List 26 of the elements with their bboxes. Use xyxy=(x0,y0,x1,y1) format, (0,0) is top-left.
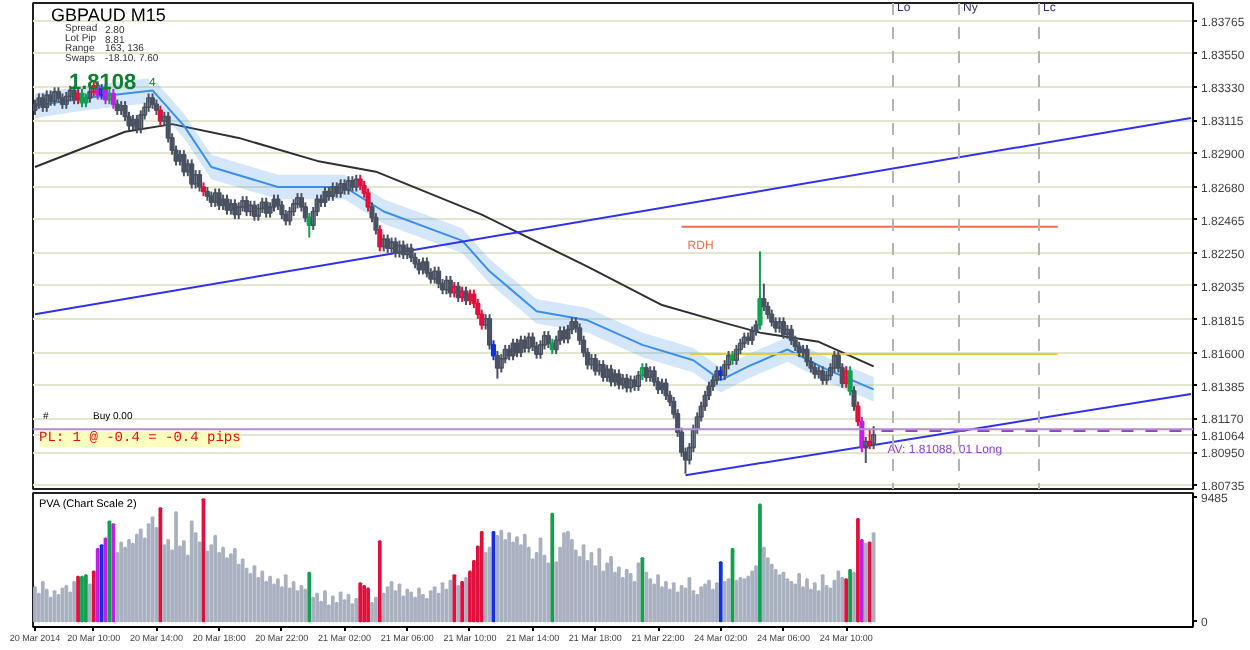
candlestick xyxy=(530,331,536,353)
candlestick xyxy=(871,425,877,451)
candlestick xyxy=(502,343,508,365)
candlestick xyxy=(279,199,285,221)
candlestick xyxy=(365,187,371,213)
candlestick xyxy=(541,330,547,351)
candlestick xyxy=(424,256,430,279)
candlestick xyxy=(831,350,837,374)
candlestick xyxy=(851,385,857,412)
candlestick xyxy=(302,201,308,224)
candlestick xyxy=(138,109,144,135)
candlestick xyxy=(490,339,497,362)
candlestick xyxy=(757,250,763,331)
candlestick xyxy=(855,400,861,428)
annotation: GBPAUD M15 xyxy=(51,5,166,25)
annotation: 1.8108 xyxy=(69,71,137,95)
candlestick xyxy=(526,331,532,354)
candlestick xyxy=(847,365,853,397)
candlestick xyxy=(722,359,728,382)
candlestick xyxy=(843,365,849,389)
candlestick xyxy=(436,265,442,290)
candlestick xyxy=(498,353,504,374)
candlestick xyxy=(189,158,195,190)
candlestick xyxy=(761,282,767,313)
candlestick xyxy=(863,435,869,464)
candlestick xyxy=(287,205,293,227)
